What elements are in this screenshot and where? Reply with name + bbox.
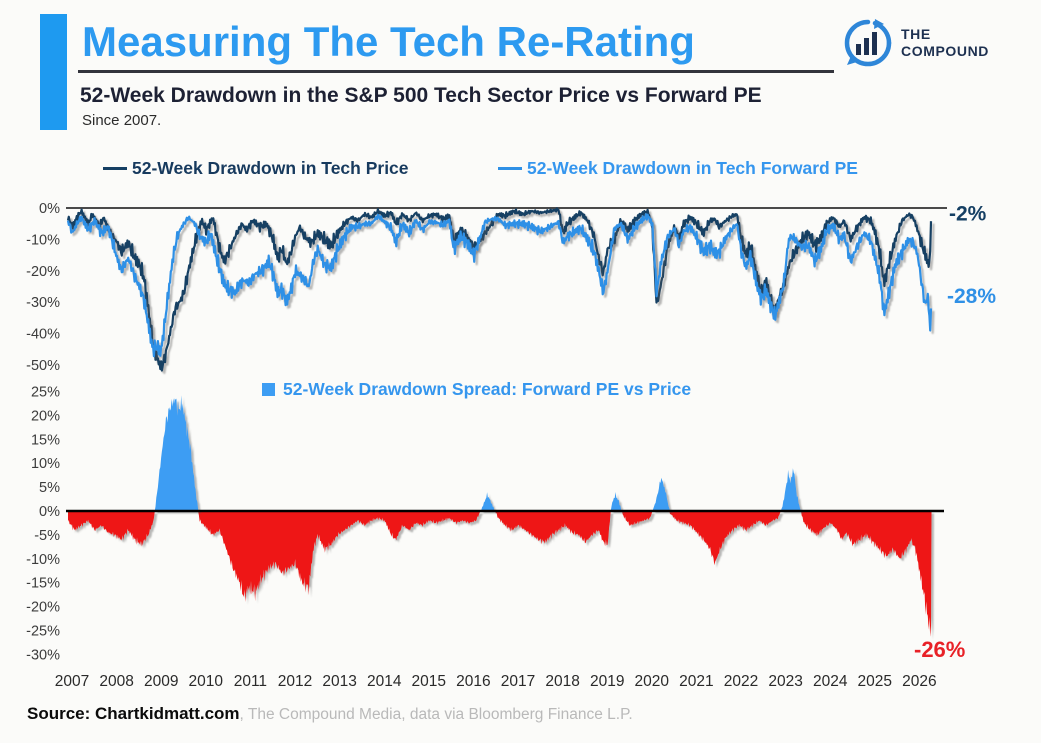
y-tick-label-bottom: -25% [26, 624, 60, 640]
y-tick-label-bottom: -5% [34, 528, 60, 544]
chart-subtitle: 52-Week Drawdown in the S&P 500 Tech Sec… [80, 84, 762, 107]
x-tick-label: 2024 [813, 673, 848, 690]
y-tick-label-top: -30% [26, 295, 60, 311]
spread-negative-bars [68, 511, 932, 637]
y-tick-label-top: 0% [39, 201, 60, 217]
legend-item-tech-forward-pe: 52-Week Drawdown in Tech Forward PE [498, 158, 858, 179]
x-tick-label: 2007 [55, 673, 89, 690]
x-tick-label: 2011 [234, 673, 267, 690]
line-swatch-price-icon [103, 166, 127, 171]
compound-logo-text: THE COMPOUND [901, 26, 989, 60]
legend-item-tech-price: 52-Week Drawdown in Tech Price [103, 158, 409, 179]
tech-price-line [66, 207, 933, 372]
x-tick-label: 2023 [768, 673, 802, 690]
y-tick-label-bottom: 5% [39, 480, 60, 496]
x-tick-label: 2020 [635, 673, 670, 690]
compound-logo-icon [844, 19, 892, 67]
y-tick-label-bottom: -20% [26, 600, 60, 616]
x-tick-label: 2021 [679, 673, 713, 690]
logo-line-1: THE [901, 26, 931, 42]
y-tick-label-bottom: -15% [26, 576, 60, 592]
x-tick-label: 2014 [367, 673, 402, 690]
line-swatch-pe-icon [498, 166, 522, 171]
y-tick-label-top: -40% [26, 327, 60, 343]
compound-logo: THE COMPOUND [843, 18, 989, 68]
end-label-spread: -26% [914, 637, 965, 662]
x-tick-label: 2018 [545, 673, 579, 690]
legend-label-tech-price: 52-Week Drawdown in Tech Price [132, 158, 409, 178]
page-title: Measuring The Tech Re-Rating [82, 18, 695, 65]
x-tick-label: 2022 [724, 673, 758, 690]
y-tick-label-bottom: 15% [31, 432, 60, 448]
x-tick-label: 2009 [144, 673, 178, 690]
x-tick-label: 2026 [902, 673, 936, 690]
spread-positive-bars [68, 395, 932, 511]
chart-period-note: Since 2007. [82, 112, 162, 129]
y-tick-label-bottom: 10% [31, 456, 60, 472]
y-tick-label-top: -50% [26, 358, 60, 374]
tech-forward-pe-line [66, 213, 933, 358]
y-tick-label-top: -20% [26, 264, 60, 280]
y-tick-label-bottom: -10% [26, 552, 60, 568]
legend-label-spread: 52-Week Drawdown Spread: Forward PE vs P… [283, 379, 692, 399]
x-tick-label: 2013 [322, 673, 356, 690]
source-rest: , The Compound Media, data via Bloomberg… [239, 706, 633, 723]
x-tick-label: 2015 [412, 673, 446, 690]
y-tick-label-bottom: 25% [31, 385, 60, 401]
x-tick-label: 2025 [858, 673, 892, 690]
title-accent-bar [40, 14, 67, 130]
end-label-pe: -28% [947, 285, 996, 308]
legend-item-spread: 52-Week Drawdown Spread: Forward PE vs P… [262, 379, 691, 400]
y-tick-label-bottom: 0% [39, 504, 60, 520]
legend-label-tech-forward-pe: 52-Week Drawdown in Tech Forward PE [527, 158, 858, 178]
y-tick-label-top: -10% [26, 232, 60, 248]
source-bold: Source: Chartkidmatt.com [27, 704, 240, 723]
x-tick-label: 2019 [590, 673, 624, 690]
x-tick-label: 2008 [99, 673, 133, 690]
x-tick-label: 2016 [456, 673, 490, 690]
x-tick-label: 2010 [189, 673, 224, 690]
x-tick-label: 2012 [278, 673, 312, 690]
title-underline [78, 70, 834, 73]
end-label-price: -2% [949, 202, 987, 225]
bar-swatch-spread-icon [262, 383, 275, 396]
source-line: Source: Chartkidmatt.com, The Compound M… [27, 704, 633, 724]
y-tick-label-bottom: 20% [31, 408, 60, 424]
x-tick-label: 2017 [501, 673, 535, 690]
y-tick-label-bottom: -30% [26, 647, 60, 663]
logo-line-2: COMPOUND [901, 43, 990, 59]
